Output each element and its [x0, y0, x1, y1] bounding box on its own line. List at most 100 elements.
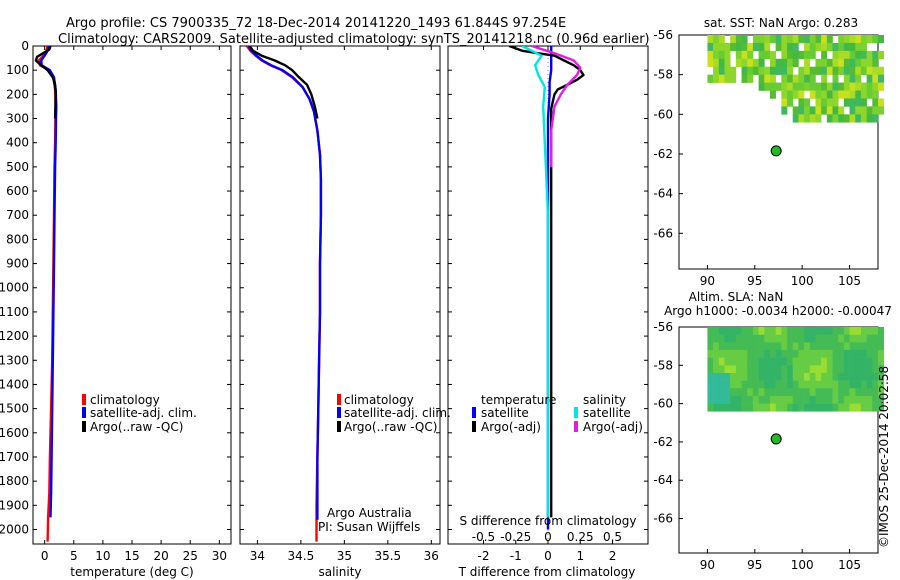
- map-y-tick-label: -56: [653, 28, 673, 42]
- sst-cell: [832, 42, 839, 52]
- map-y-tick-label: -66: [653, 512, 673, 526]
- sst-cell: [843, 98, 850, 107]
- depth-tick-label: 800: [6, 232, 29, 246]
- sst-cell: [741, 42, 748, 52]
- legend-label-temp-satellite: satellite: [481, 406, 529, 420]
- sla-cell: [832, 365, 839, 374]
- sla-cell: [707, 403, 714, 412]
- sst-cell: [798, 35, 805, 44]
- sla-cell: [843, 357, 850, 366]
- sst-cell: [747, 50, 754, 60]
- sst-cell: [752, 42, 759, 52]
- depth-tick-label: 700: [6, 208, 29, 222]
- sla-cell: [866, 395, 873, 404]
- sla-cell: [832, 349, 839, 358]
- sla-cell: [775, 395, 782, 404]
- sla-cell: [752, 372, 759, 381]
- sla-cell: [843, 342, 850, 351]
- sla-cell: [798, 327, 805, 335]
- depth-tick-label: 300: [6, 112, 29, 126]
- sla-cell: [747, 372, 754, 381]
- sla-cell: [713, 403, 720, 412]
- sst-cell: [775, 66, 782, 75]
- sst-cell: [764, 42, 771, 52]
- sla-cell: [792, 403, 799, 412]
- sla-cell: [781, 403, 788, 412]
- salinity-x-label: salinity: [318, 565, 361, 579]
- sla-cell: [792, 334, 799, 343]
- sla-cell: [804, 403, 811, 412]
- sla-cell: [860, 372, 867, 381]
- sla-cell: [769, 395, 776, 404]
- sla-cell: [843, 365, 850, 374]
- depth-tick-label: 0: [21, 39, 29, 53]
- sla-cell: [781, 365, 788, 374]
- x-tick-label: 5: [70, 549, 78, 563]
- sla-cell: [815, 372, 822, 381]
- sst-cell: [713, 35, 720, 44]
- sla-cell: [826, 372, 833, 381]
- sst-cell: [730, 42, 737, 52]
- sla-cell: [860, 365, 867, 374]
- sla-cell: [860, 334, 867, 343]
- sst-cell: [826, 90, 833, 99]
- sla-cell: [860, 395, 867, 404]
- map-x-tick-label: 100: [791, 558, 814, 572]
- sla-cell: [809, 395, 816, 404]
- sst-cell: [860, 42, 867, 52]
- depth-tick-label: 100: [6, 63, 29, 77]
- sst-cell: [872, 90, 879, 99]
- sst-cell: [821, 90, 828, 99]
- map-x-tick-label: 105: [838, 558, 861, 572]
- sst-cell: [866, 90, 873, 99]
- sla-cell: [826, 334, 833, 343]
- sla-cell: [718, 380, 725, 389]
- sst-cell: [758, 42, 765, 52]
- sst-cell: [872, 82, 879, 91]
- salinity-x-axis: 34 34.5 35 35.5 36: [250, 46, 439, 563]
- sst-cell: [713, 42, 720, 52]
- sla-cell: [866, 380, 873, 389]
- sla-cell: [775, 365, 782, 374]
- sla-cell: [724, 334, 731, 343]
- x-tick-label: 0: [544, 549, 552, 563]
- sla-cell: [866, 372, 873, 381]
- sla-cell: [832, 334, 839, 343]
- sla-cell: [872, 327, 879, 335]
- sla-cell: [735, 372, 742, 381]
- sst-cell: [730, 74, 737, 83]
- sla-cell: [809, 342, 816, 351]
- sst-cell: [866, 58, 873, 68]
- sst-cell: [821, 58, 828, 68]
- sla-cell: [707, 395, 714, 404]
- sst-cell: [809, 35, 816, 44]
- sla-cell: [878, 372, 884, 381]
- sla-cell: [815, 380, 822, 389]
- sla-cell: [781, 349, 788, 358]
- sla-cell: [838, 403, 845, 412]
- sst-cell: [724, 58, 731, 68]
- sst-cell: [781, 58, 788, 68]
- sst-cell: [764, 74, 771, 83]
- sst-cell: [724, 74, 731, 83]
- sla-cell: [872, 365, 879, 374]
- sla-cell: [781, 388, 788, 397]
- sst-cell: [758, 50, 765, 60]
- sla-cell: [798, 334, 805, 343]
- map-y-tick-label: -60: [653, 397, 673, 411]
- sst-cell: [849, 98, 856, 107]
- x-tick-label: 34: [250, 549, 265, 563]
- sla-cell: [775, 334, 782, 343]
- sst-cell: [832, 82, 839, 91]
- depth-tick-label: 1800: [0, 474, 29, 488]
- sla-cell: [843, 395, 850, 404]
- sla-cell: [758, 380, 765, 389]
- map-y-tick-label: -56: [653, 320, 673, 334]
- sst-cell: [872, 58, 879, 68]
- sla-cell: [860, 403, 867, 412]
- depth-tick-label: 900: [6, 257, 29, 271]
- sla-cell: [821, 372, 828, 381]
- sla-cell: [775, 380, 782, 389]
- sst-cell: [872, 35, 879, 44]
- sla-cell: [832, 357, 839, 366]
